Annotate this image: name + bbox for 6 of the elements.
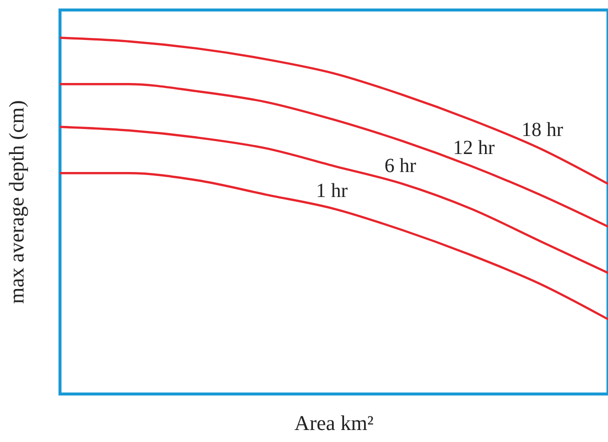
series-label: 6 hr [384,154,416,177]
series-label: 1 hr [316,180,348,202]
series-label: 18 hr [522,119,564,142]
x-axis-title: Area km² [294,411,374,435]
series-label: 12 hr [453,137,495,160]
y-axis-title: max average depth (cm) [4,100,28,304]
